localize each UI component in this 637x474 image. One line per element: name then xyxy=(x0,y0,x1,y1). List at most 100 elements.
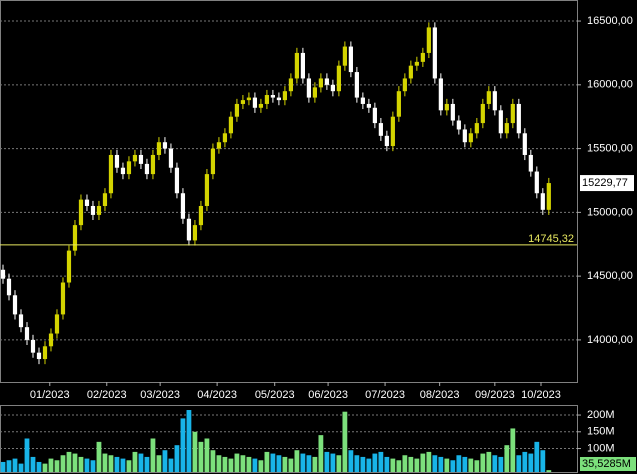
candle-body xyxy=(330,84,335,92)
volume-bar xyxy=(84,458,90,472)
x-tick-label: 07/2023 xyxy=(365,389,405,401)
volume-bar xyxy=(78,456,84,472)
volume-bar xyxy=(42,463,48,472)
x-tick-label: 04/2023 xyxy=(197,389,237,401)
candle-body xyxy=(24,327,30,340)
volume-bar xyxy=(276,455,282,472)
candle-body xyxy=(486,91,491,104)
candle-body xyxy=(252,97,258,108)
volume-bar xyxy=(294,450,300,472)
y-tick-label: 16500,00 xyxy=(587,15,633,27)
candle-body xyxy=(384,135,389,147)
candle-body xyxy=(216,142,222,149)
volume-bar xyxy=(234,453,240,472)
candle-body xyxy=(504,123,509,134)
y-tick-label: 150M xyxy=(587,426,615,438)
candle-body xyxy=(168,148,174,168)
candle-body xyxy=(198,205,204,226)
x-tick-label: 08/2023 xyxy=(420,389,460,401)
volume-bar xyxy=(456,455,462,472)
volume-bar xyxy=(432,455,438,472)
volume-bar xyxy=(180,418,186,472)
candle-body xyxy=(114,154,120,168)
x-tick-label: 09/2023 xyxy=(475,389,515,401)
candle-body xyxy=(288,78,293,92)
candle-body xyxy=(174,167,180,194)
candle-body xyxy=(522,133,527,155)
candle-body xyxy=(294,52,299,79)
candle-body xyxy=(60,282,66,315)
candle-body xyxy=(36,352,42,360)
candle-body xyxy=(306,78,311,98)
candle-body xyxy=(516,103,521,134)
volume-bar xyxy=(114,456,120,472)
candle-body xyxy=(150,154,156,175)
volume-bar xyxy=(240,455,246,472)
volume-bar xyxy=(12,458,18,472)
candle-body xyxy=(396,91,401,117)
volume-bar xyxy=(420,453,426,472)
volume-bar xyxy=(522,451,528,472)
volume-bar xyxy=(186,410,192,472)
volume-bar xyxy=(150,438,156,472)
volume-bar xyxy=(546,470,552,472)
volume-bar xyxy=(54,460,60,472)
candle-body xyxy=(102,193,108,206)
candle-body xyxy=(324,78,329,85)
candle-body xyxy=(498,110,503,134)
candle-body xyxy=(42,346,48,360)
candle-body xyxy=(0,269,6,279)
candle-body xyxy=(402,78,407,92)
volume-bar xyxy=(318,435,324,472)
candle-body xyxy=(540,193,545,210)
candle-body xyxy=(264,95,270,104)
volume-bar xyxy=(60,455,66,472)
candle-body xyxy=(348,46,353,73)
candle-body xyxy=(210,148,216,175)
volume-bar xyxy=(126,460,132,472)
volume-bar xyxy=(450,460,456,472)
last-price-box xyxy=(580,175,634,192)
volume-bar xyxy=(342,411,348,472)
price-panel xyxy=(0,0,578,383)
candle-body xyxy=(90,205,96,215)
volume-bar xyxy=(474,460,480,472)
y-tick-label: 200M xyxy=(587,409,615,421)
volume-bar xyxy=(528,453,534,472)
volume-bar xyxy=(306,455,312,472)
x-tick-label: 10/2023 xyxy=(521,389,561,401)
volume-bar xyxy=(324,451,330,472)
candle-body xyxy=(456,120,461,130)
x-tick-label: 02/2023 xyxy=(87,389,127,401)
y-tick-label: 15500,00 xyxy=(587,142,633,154)
candle-body xyxy=(468,133,473,143)
volume-bar xyxy=(348,450,354,472)
volume-bar xyxy=(288,458,294,472)
candle-body xyxy=(126,161,132,175)
candle-body xyxy=(234,103,240,117)
volume-bar xyxy=(246,456,252,472)
candle-body xyxy=(108,154,114,194)
volume-bar xyxy=(30,456,36,472)
y-tick-label: 100M xyxy=(587,442,615,454)
last-price-label: 15229,77 xyxy=(582,177,628,189)
volume-bar xyxy=(264,451,270,472)
candle-body xyxy=(180,193,186,219)
candle-body xyxy=(378,123,383,136)
volume-panel xyxy=(0,405,578,473)
volume-bar xyxy=(390,458,396,472)
y-tick-label: 16000,00 xyxy=(587,79,633,91)
volume-bar xyxy=(354,455,360,472)
candle-body xyxy=(438,78,443,111)
candle-body xyxy=(246,97,252,101)
candle-body xyxy=(54,314,60,334)
volume-bar xyxy=(138,453,144,472)
volume-bar xyxy=(6,460,12,472)
volume-bar xyxy=(162,450,168,472)
volume-bar xyxy=(360,456,366,472)
candle-body xyxy=(186,218,192,241)
candle-body xyxy=(84,199,90,206)
x-tick-label: 03/2023 xyxy=(140,389,180,401)
candle-body xyxy=(144,163,150,175)
volume-bar xyxy=(384,456,390,472)
